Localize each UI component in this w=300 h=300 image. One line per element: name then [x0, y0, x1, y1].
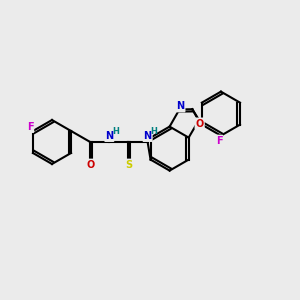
Text: O: O	[86, 160, 94, 170]
Text: N: N	[176, 101, 184, 111]
Text: H: H	[151, 128, 158, 136]
Text: F: F	[216, 136, 222, 146]
Text: S: S	[125, 160, 132, 170]
Text: O: O	[196, 118, 204, 128]
Text: H: H	[112, 128, 119, 136]
Text: F: F	[27, 122, 33, 132]
Text: N: N	[144, 131, 152, 141]
Text: N: N	[105, 131, 113, 141]
